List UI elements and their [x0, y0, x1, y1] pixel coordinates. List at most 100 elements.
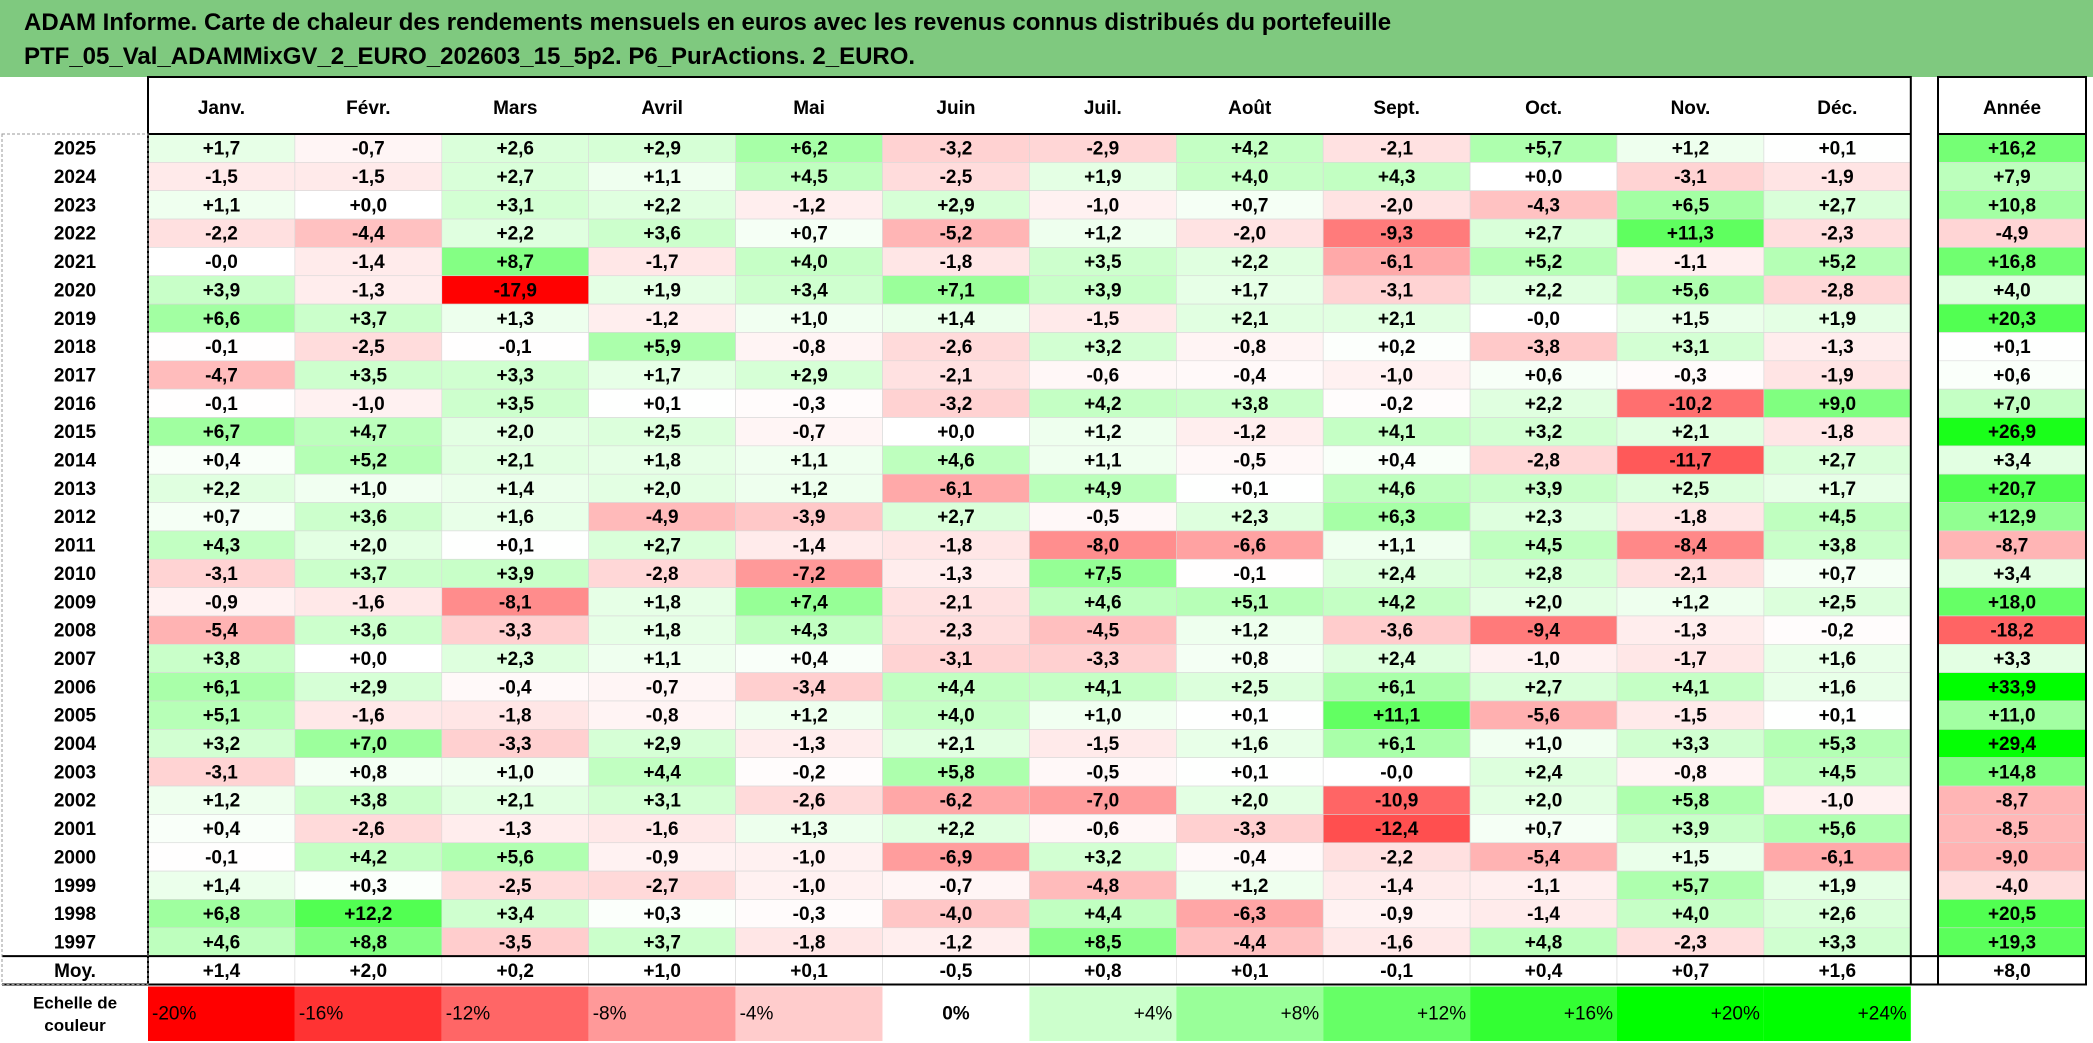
cell-value: +0,2 [1378, 337, 1416, 358]
heatmap-cell [1469, 388, 1618, 418]
cell-value: -0,5 [1233, 451, 1266, 472]
average-value: +0,8 [1084, 961, 1122, 982]
cell-value: +2,1 [937, 734, 975, 755]
heatmap-cell [735, 162, 883, 192]
heatmap-cell [588, 303, 736, 333]
cell-value: +0,8 [350, 762, 388, 783]
cell-value: -8,1 [499, 592, 532, 613]
cell-value: -1,3 [1821, 337, 1854, 358]
cell-value: -1,8 [940, 536, 973, 557]
heatmap-cell [1029, 587, 1177, 617]
cell-value: +1,4 [203, 876, 241, 897]
heatmap-cell [1322, 247, 1471, 277]
heatmap-cell [735, 190, 883, 220]
annual-cell [1937, 672, 2087, 702]
cell-value: +1,2 [1672, 139, 1710, 160]
year-cell [2, 502, 148, 531]
heatmap-cell [588, 502, 736, 532]
heatmap-cell [294, 927, 443, 957]
cell-value: -0,7 [646, 677, 679, 698]
heatmap-cell [1616, 303, 1765, 333]
heatmap-cell [882, 615, 1030, 645]
heatmap-cell [588, 842, 736, 872]
heatmap-cell [588, 899, 736, 929]
cell-value: -1,6 [352, 706, 385, 727]
heatmap-cell [441, 360, 589, 390]
year-label: 2009 [54, 592, 96, 613]
heatmap-cell [1176, 615, 1324, 645]
heatmap-cell [1469, 218, 1618, 248]
year-cell [2, 530, 148, 560]
cell-value: +7,1 [937, 280, 975, 301]
heatmap-cell [1763, 757, 1912, 787]
year-label: 2017 [54, 365, 96, 386]
cell-value: -2,8 [1527, 451, 1560, 472]
cell-value: -3,1 [205, 564, 238, 585]
heatmap-cell [441, 445, 589, 475]
cell-value: -0,8 [1674, 762, 1707, 783]
average-value: -0,1 [1380, 961, 1413, 982]
heatmap-cell [1469, 558, 1618, 588]
cell-value: +1,4 [496, 479, 534, 500]
heatmap-cell [1176, 502, 1324, 532]
heatmap-cell [1176, 899, 1324, 929]
cell-value: -1,5 [352, 167, 385, 188]
cell-value: -10,2 [1669, 394, 1712, 415]
cell-value: +2,1 [1231, 309, 1269, 330]
cell-value: +4,5 [790, 167, 828, 188]
annual-value: +20,7 [1988, 479, 2036, 500]
heatmap-cell [735, 927, 883, 957]
cell-value: +5,7 [1672, 876, 1710, 897]
cell-value: +9,0 [1819, 394, 1857, 415]
annual-value: +4,0 [1993, 280, 2031, 301]
cell-value: +1,1 [203, 195, 241, 216]
heatmap-cell [441, 672, 589, 702]
heatmap-cell [1029, 473, 1177, 503]
annual-value: +10,8 [1988, 195, 2036, 216]
cell-value: +3,4 [790, 280, 828, 301]
cell-value: -3,3 [499, 734, 532, 755]
cell-value: -2,0 [1233, 224, 1266, 245]
heatmap-cell [882, 417, 1030, 447]
month-header-8: Août [1228, 98, 1272, 119]
heatmap-cell [147, 275, 296, 305]
scale-swatch [1470, 986, 1617, 1041]
cell-value: +1,9 [1819, 876, 1857, 897]
heatmap-cell [294, 247, 443, 277]
cell-value: +2,2 [203, 479, 241, 500]
cell-value: -0,2 [793, 762, 826, 783]
annual-value: +7,9 [1993, 167, 2031, 188]
heatmap-cell [588, 190, 736, 220]
cell-value: +3,8 [1231, 394, 1269, 415]
year-label: 2022 [54, 224, 96, 245]
cell-value: +0,1 [1819, 706, 1857, 727]
cell-value: +2,9 [350, 677, 388, 698]
cell-value: +1,7 [203, 139, 241, 160]
annual-value: +29,4 [1988, 734, 2037, 755]
annual-value: +26,9 [1988, 422, 2036, 443]
cell-value: +2,7 [1819, 451, 1857, 472]
year-cell [2, 842, 148, 872]
cell-value: +4,6 [1084, 592, 1122, 613]
heatmap-cell [1322, 190, 1471, 220]
heatmap-cell [1616, 899, 1765, 929]
cell-value: +3,1 [1672, 337, 1710, 358]
cell-value: +1,2 [1231, 621, 1269, 642]
heatmap-cell [588, 247, 736, 277]
heatmap-cell [147, 303, 296, 333]
cell-value: -17,9 [494, 280, 537, 301]
year-label: 2023 [54, 195, 96, 216]
heatmap-cell [1469, 899, 1618, 929]
annual-header-cell [1938, 77, 2086, 134]
cell-value: -0,1 [205, 847, 238, 868]
cell-value: +8,7 [496, 252, 534, 273]
average-cell [882, 955, 1030, 985]
year-label: 2002 [54, 791, 96, 812]
heatmap-cell [1176, 729, 1324, 758]
heatmap-cell [1322, 870, 1471, 900]
cell-value: -2,2 [205, 224, 238, 245]
cell-value: -1,7 [1674, 649, 1707, 670]
cell-value: -8,0 [1086, 536, 1119, 557]
cell-value: -1,0 [1380, 365, 1413, 386]
